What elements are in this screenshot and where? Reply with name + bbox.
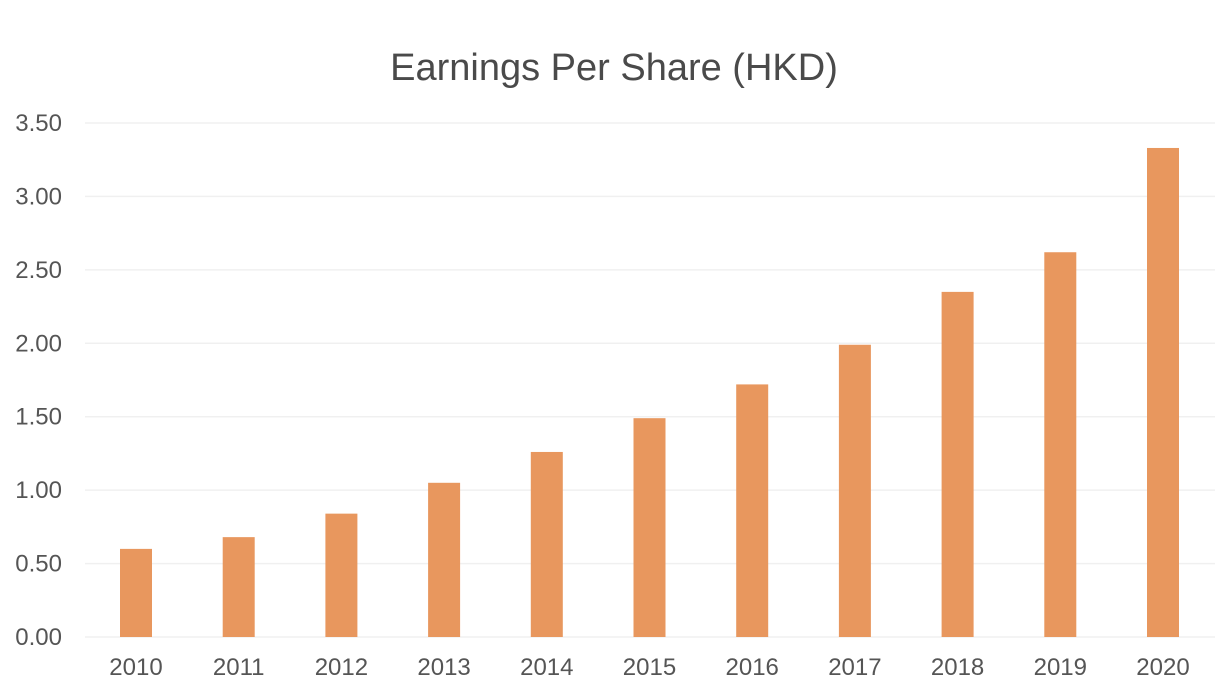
bar-2011 xyxy=(222,537,255,637)
bar-2019 xyxy=(1044,252,1077,637)
x-tick-label: 2015 xyxy=(623,654,676,681)
y-tick-label: 3.00 xyxy=(15,183,62,210)
x-axis-tick-labels: 2010 2011 2012 2013 2014 2015 2016 2017 2018 2019… xyxy=(109,654,1189,681)
x-tick-label: 2016 xyxy=(726,654,779,681)
y-tick-label: 3.50 xyxy=(15,110,62,137)
y-tick-label: 1.00 xyxy=(15,477,62,504)
x-tick-label: 2017 xyxy=(828,654,881,681)
bar-2014 xyxy=(530,451,563,637)
chart-title: Earnings Per Share (HKD) xyxy=(390,47,838,89)
bar-2012 xyxy=(325,513,358,637)
bar-2013 xyxy=(428,482,461,637)
x-tick-label: 2018 xyxy=(931,654,984,681)
y-tick-label: 1.50 xyxy=(15,404,62,431)
bar-2010 xyxy=(120,548,152,637)
x-tick-label: 2020 xyxy=(1136,654,1189,681)
y-tick-label: 2.00 xyxy=(15,330,62,357)
bar-2017 xyxy=(838,344,871,637)
y-axis-tick-labels: 0.00 0.50 1.00 1.50 2.00 2.50 3.00 3.50 xyxy=(15,110,62,651)
x-tick-label: 2012 xyxy=(315,654,368,681)
x-tick-label: 2011 xyxy=(213,654,265,681)
x-tick-label: 2010 xyxy=(109,654,162,681)
bar-2020 xyxy=(1147,147,1179,638)
bar-2016 xyxy=(736,384,769,637)
y-tick-label: 0.00 xyxy=(15,624,62,651)
x-tick-label: 2019 xyxy=(1034,654,1087,681)
x-tick-label: 2013 xyxy=(417,654,470,681)
y-tick-label: 2.50 xyxy=(15,257,62,284)
bars xyxy=(120,147,1179,638)
y-tick-label: 0.50 xyxy=(15,551,62,578)
x-tick-label: 2014 xyxy=(520,654,573,681)
bar-2018 xyxy=(941,291,974,637)
bar-2015 xyxy=(633,418,666,637)
